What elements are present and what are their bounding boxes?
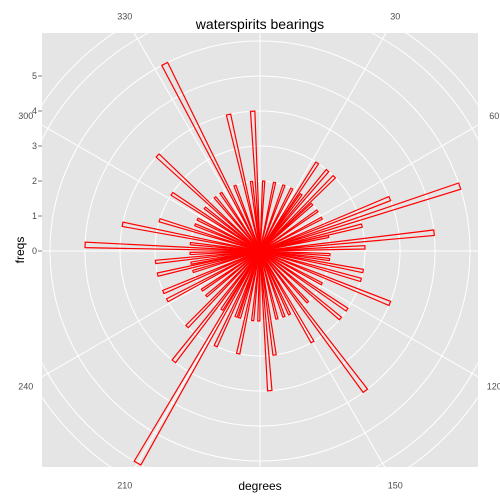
bearing-bar bbox=[233, 184, 261, 252]
bearing-bar bbox=[259, 202, 314, 252]
bearing-bar bbox=[213, 250, 261, 348]
radius-tick-labels: 0 1 2 3 4 5 bbox=[32, 71, 42, 256]
x-axis-title: degrees bbox=[238, 479, 281, 493]
bearing-bar bbox=[249, 110, 261, 252]
angle-tick-label: 240 bbox=[18, 381, 33, 391]
bearing-bar bbox=[190, 250, 261, 265]
bearing-bar bbox=[84, 241, 261, 252]
bearing-bar bbox=[203, 206, 261, 252]
bearing-bar bbox=[156, 250, 261, 277]
angle-tick-label: 300 bbox=[18, 111, 33, 121]
bearing-bar bbox=[259, 192, 303, 252]
bearing-bar bbox=[259, 245, 366, 252]
radius-tick-label: 5 bbox=[32, 71, 37, 81]
bearing-bar bbox=[259, 250, 343, 321]
y-axis-title: freqs bbox=[13, 237, 27, 264]
bearing-bar bbox=[165, 250, 261, 303]
bearing-bar bbox=[196, 217, 261, 252]
angle-tick-label: 150 bbox=[388, 480, 403, 490]
bearing-bar bbox=[259, 184, 286, 252]
bearing-bar bbox=[259, 229, 435, 252]
grid-spoke bbox=[32, 119, 261, 252]
bearing-bar bbox=[170, 191, 261, 252]
bearing-bar bbox=[259, 250, 392, 307]
bearing-bar bbox=[259, 250, 310, 304]
bearing-bar bbox=[235, 250, 261, 355]
bearing-bar bbox=[193, 222, 261, 252]
bearing-bar bbox=[259, 209, 319, 252]
bearing-bar bbox=[161, 250, 261, 295]
grid-spoke bbox=[259, 250, 392, 479]
bearing-bar bbox=[249, 180, 261, 252]
angle-tick-label: 60 bbox=[489, 111, 499, 121]
bearing-bar bbox=[204, 250, 261, 298]
bearing-bar bbox=[259, 250, 324, 286]
grid-spoke bbox=[32, 250, 261, 383]
bearing-bar bbox=[259, 182, 462, 252]
bearing-bar bbox=[191, 250, 261, 274]
bearing-bar bbox=[259, 250, 331, 262]
bearing-bar bbox=[259, 181, 277, 252]
bearing-bar bbox=[259, 250, 369, 394]
bearing-bar bbox=[220, 250, 261, 312]
angle-tick-label: 30 bbox=[390, 12, 400, 22]
radius-tick-label: 0 bbox=[32, 246, 37, 256]
bearing-bar bbox=[154, 250, 261, 265]
bars-group bbox=[84, 61, 462, 466]
bearing-bar bbox=[259, 250, 277, 356]
bearing-bar bbox=[259, 250, 273, 392]
angle-tick-label: 210 bbox=[117, 480, 132, 490]
bearing-bar bbox=[219, 191, 261, 252]
chart-title: waterspirits bearings bbox=[195, 16, 324, 32]
bearing-bar bbox=[237, 250, 261, 320]
bearing-bar bbox=[259, 180, 266, 252]
grid-spoke bbox=[128, 23, 261, 252]
angle-tick-label: 120 bbox=[487, 381, 500, 391]
bearing-bar bbox=[160, 61, 261, 252]
bearing-bar bbox=[121, 221, 261, 252]
bearing-bar bbox=[259, 250, 349, 312]
bearing-bar bbox=[234, 250, 261, 318]
bearing-bar bbox=[259, 250, 292, 316]
bearing-bar bbox=[259, 187, 294, 252]
grid-spoke bbox=[128, 250, 261, 479]
bearing-bar bbox=[259, 161, 320, 252]
bearing-bar bbox=[158, 217, 261, 252]
grid-spoke bbox=[259, 250, 488, 383]
bearing-bar bbox=[259, 250, 279, 320]
bearing-bar bbox=[259, 216, 324, 252]
bearing-bar bbox=[189, 241, 261, 252]
bearing-bar bbox=[259, 168, 330, 252]
bearing-bar bbox=[259, 250, 315, 344]
radius-tick-label: 1 bbox=[32, 211, 37, 221]
bearing-bar bbox=[155, 153, 261, 252]
bearing-bar bbox=[259, 250, 365, 274]
bearing-bar bbox=[259, 174, 337, 252]
grid-spoke bbox=[259, 23, 392, 252]
bearing-bar bbox=[171, 250, 261, 364]
bearing-bar bbox=[259, 250, 331, 257]
bearing-bar bbox=[257, 250, 261, 322]
radius-tick-label: 3 bbox=[32, 141, 37, 151]
bearing-bar bbox=[185, 250, 261, 329]
bearing-bar bbox=[259, 250, 286, 318]
radius-tick-label: 2 bbox=[32, 176, 37, 186]
bearing-bar bbox=[189, 250, 261, 256]
bearing-bar bbox=[259, 250, 363, 283]
bearing-bar bbox=[225, 113, 261, 252]
bearing-bar bbox=[213, 195, 261, 252]
bearing-bar bbox=[250, 250, 261, 322]
bearing-bar bbox=[133, 250, 261, 466]
bearing-bar bbox=[200, 250, 261, 292]
grid-spoke bbox=[259, 119, 488, 252]
radius-tick-label: 4 bbox=[32, 106, 37, 116]
bearing-bar bbox=[259, 195, 392, 252]
angle-tick-label: 330 bbox=[117, 12, 132, 22]
bearing-bar bbox=[259, 234, 330, 252]
